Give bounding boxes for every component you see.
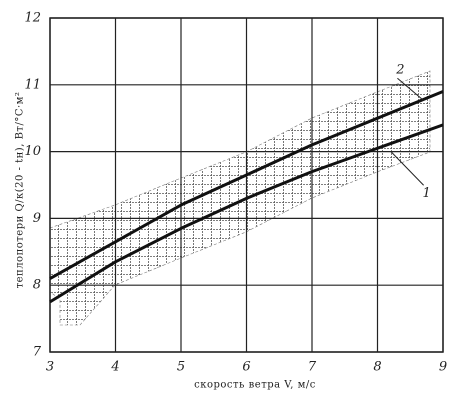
x-tick-label: 5 <box>177 360 185 375</box>
y-tick-label: 11 <box>24 77 41 92</box>
x-tick-label: 3 <box>46 360 54 375</box>
x-tick-label: 8 <box>373 360 381 375</box>
leader-line <box>397 77 424 101</box>
leader-line <box>390 150 424 186</box>
y-tick-label: 9 <box>33 211 41 226</box>
y-tick-label: 7 <box>33 345 42 360</box>
y-tick-label: 8 <box>33 278 41 293</box>
plot-frame <box>49 17 444 353</box>
x-tick-label: 6 <box>242 360 250 375</box>
y-tick-label: 12 <box>24 11 41 26</box>
line-series <box>49 123 444 304</box>
x-axis-label: скорость ветра V, м/с <box>194 380 316 391</box>
line-series <box>49 90 444 280</box>
scatter-region <box>49 70 431 326</box>
series-label: 1 <box>422 186 430 201</box>
y-axis-label: теплопотери Q/к(20 - tн), Вт/°С·м² <box>15 92 26 289</box>
x-tick-label: 7 <box>308 360 317 375</box>
x-tick-label: 9 <box>439 360 447 375</box>
series-label: 2 <box>395 63 404 78</box>
x-tick-label: 4 <box>110 360 119 375</box>
y-tick-label: 10 <box>24 144 41 159</box>
